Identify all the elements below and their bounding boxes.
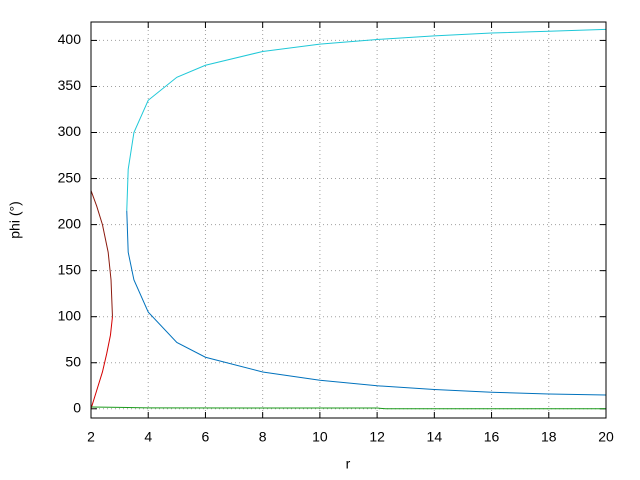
x-tick-label: 2 bbox=[87, 429, 95, 445]
x-tick-label: 18 bbox=[541, 429, 557, 445]
y-tick-label: 0 bbox=[73, 399, 81, 415]
line bbox=[90, 190, 113, 317]
y-tick-label: 150 bbox=[58, 261, 82, 277]
y-tick-label: 350 bbox=[58, 77, 82, 93]
line bbox=[90, 316, 113, 409]
line bbox=[90, 406, 606, 410]
y-tick-label: 200 bbox=[58, 215, 82, 231]
x-tick-label: 10 bbox=[312, 429, 328, 445]
line bbox=[126, 28, 607, 211]
x-tick-label: 12 bbox=[369, 429, 385, 445]
plot-border bbox=[90, 21, 607, 419]
y-axis-label: phi (°) bbox=[7, 201, 23, 239]
y-tick-label: 300 bbox=[58, 123, 82, 139]
y-tick-label: 100 bbox=[58, 307, 82, 323]
x-tick-label: 16 bbox=[484, 429, 500, 445]
x-tick-label: 14 bbox=[427, 429, 443, 445]
y-tick-label: 250 bbox=[58, 169, 82, 185]
line bbox=[126, 210, 607, 396]
x-tick-label: 6 bbox=[202, 429, 210, 445]
y-tick-label: 400 bbox=[58, 31, 82, 47]
x-axis-label: r bbox=[346, 456, 351, 472]
x-tick-label: 4 bbox=[144, 429, 152, 445]
y-tick-label: 50 bbox=[65, 353, 81, 369]
x-tick-label: 20 bbox=[598, 429, 614, 445]
x-tick-label: 8 bbox=[259, 429, 267, 445]
